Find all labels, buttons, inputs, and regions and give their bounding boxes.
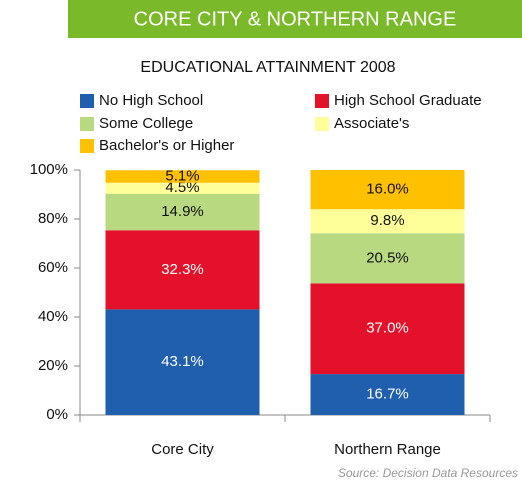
legend-label: Some College <box>99 115 193 132</box>
x-tick-label: Core City <box>151 441 214 458</box>
legend-label: Associate's <box>334 115 409 132</box>
bar-segment <box>105 182 260 194</box>
data-label: 20.5% <box>366 249 409 266</box>
header-bar <box>68 0 522 38</box>
bar-segment <box>105 170 260 183</box>
legend-swatch <box>315 94 329 108</box>
bar-segment <box>310 233 465 284</box>
chart-title: CORE CITY & NORTHERN RANGE <box>134 8 457 30</box>
legend-label: Bachelor's or Higher <box>99 137 234 154</box>
bar-segment <box>310 283 465 375</box>
legend-swatch <box>80 139 94 153</box>
y-tick-label: 0% <box>46 406 68 423</box>
legend-swatch <box>315 117 329 131</box>
y-tick-label: 60% <box>38 259 68 276</box>
data-label: 9.8% <box>370 212 404 229</box>
bar-segment <box>310 209 465 234</box>
data-label: 14.9% <box>161 203 204 220</box>
bar-segment <box>310 170 465 210</box>
data-label: 43.1% <box>161 353 204 370</box>
y-tick-label: 20% <box>38 357 68 374</box>
y-tick-label: 80% <box>38 210 68 227</box>
chart-subtitle: EDUCATIONAL ATTAINMENT 2008 <box>140 59 395 76</box>
legend-label: High School Graduate <box>334 92 482 109</box>
data-label: 16.0% <box>366 181 409 198</box>
data-label: 16.7% <box>366 386 409 403</box>
x-tick-label: Northern Range <box>334 441 441 458</box>
bar-segment <box>310 374 465 415</box>
legend-label: No High School <box>99 92 203 109</box>
legend-swatch <box>80 117 94 131</box>
data-label: 32.3% <box>161 261 204 278</box>
y-tick-label: 100% <box>30 161 68 178</box>
y-tick-label: 40% <box>38 308 68 325</box>
data-label: 4.5% <box>165 179 199 196</box>
data-label: 37.0% <box>366 320 409 337</box>
source: Source: Decision Data Resources <box>338 466 518 480</box>
bar-segment <box>105 230 260 310</box>
bar-segment <box>105 309 260 415</box>
legend-swatch <box>80 94 94 108</box>
bar-segment <box>105 193 260 231</box>
data-label: 5.1% <box>165 167 199 184</box>
